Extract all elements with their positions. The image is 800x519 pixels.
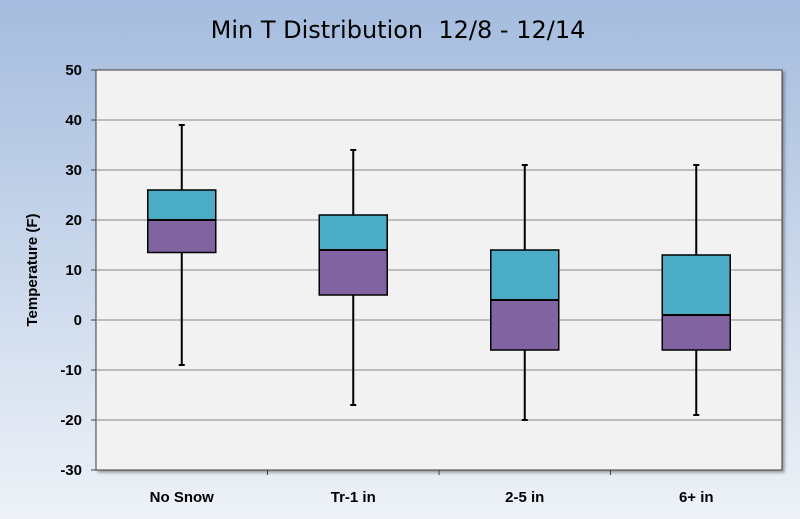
box-lower-quartile [318,249,388,296]
box-upper-quartile [318,214,388,251]
box-upper-quartile [661,254,731,316]
y-tick-label: 20 [65,212,82,229]
box-4 [661,164,731,416]
y-axis-tick-labels: 50 40 30 20 10 0 -10 -20 -30 [60,62,82,479]
box-series [147,124,731,421]
x-tick-label: 2-5 in [505,489,544,506]
box-2 [318,149,388,406]
box-lower-quartile [490,299,560,351]
box-3 [490,164,560,421]
x-tick-label: No Snow [150,489,214,506]
x-tick-label: Tr-1 in [331,489,376,506]
box-lower-quartile [661,314,731,351]
y-tick-label: 40 [65,112,82,129]
y-tick-label: -20 [60,412,82,429]
chart-title: Min T Distribution 12/8 - 12/14 [211,16,586,44]
y-tick-label: -30 [60,462,82,479]
y-tick-label: 0 [74,312,82,329]
box-upper-quartile [147,189,217,221]
x-axis-tick-labels: No Snow Tr-1 in 2-5 in 6+ in [150,470,714,506]
y-tick-label: 10 [65,262,82,279]
y-tick-label: 50 [65,62,82,79]
y-axis-title: Temperature (F) [24,213,41,326]
x-tick-label: 6+ in [679,489,714,506]
y-tick-label: 30 [65,162,82,179]
box-upper-quartile [490,249,560,301]
y-tick-label: -10 [60,362,82,379]
box-lower-quartile [147,219,217,254]
box-1 [147,124,217,366]
